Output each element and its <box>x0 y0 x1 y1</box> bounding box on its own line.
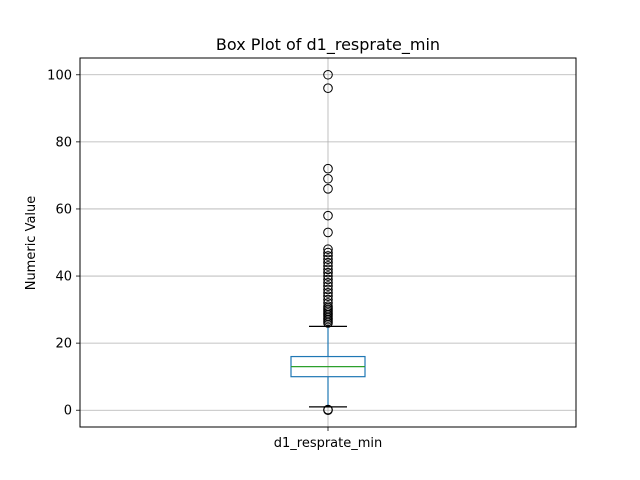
outlier-point <box>323 257 333 268</box>
y-tick-label: 0 <box>64 404 72 419</box>
outlier-point <box>323 277 333 288</box>
plot-frame <box>79 57 577 428</box>
outlier-point <box>323 404 333 415</box>
grid-lines <box>80 58 576 427</box>
y-axis-label: Numeric Value <box>24 196 39 291</box>
outlier-point <box>323 247 333 258</box>
chart-title: Box Plot of d1_resprate_min <box>216 35 440 55</box>
outlier-point <box>323 281 333 291</box>
y-tick-label: 40 <box>55 270 72 285</box>
outlier-point <box>323 83 333 93</box>
outlier-point <box>323 291 333 301</box>
y-tick-label: 60 <box>55 202 72 217</box>
outlier-point <box>323 264 333 275</box>
outlier-point <box>323 271 333 281</box>
outlier-point <box>323 288 333 298</box>
x-tick-label: d1_resprate_min <box>274 436 383 451</box>
outlier-point <box>323 184 333 194</box>
outlier-point <box>323 267 333 278</box>
y-tick-label: 20 <box>55 337 72 352</box>
outlier-point <box>323 251 333 261</box>
outlier-point <box>323 274 333 285</box>
y-tick-label: 100 <box>47 68 72 83</box>
outlier-point <box>323 298 333 308</box>
outlier-point <box>323 284 333 295</box>
outlier-point <box>323 163 333 174</box>
box-series <box>290 69 366 416</box>
outlier-point <box>323 301 333 312</box>
outlier-point <box>323 254 333 265</box>
outlier-point <box>323 227 333 238</box>
outlier-point <box>323 261 333 271</box>
outlier-point <box>323 294 333 305</box>
outlier-point <box>323 210 333 221</box>
outlier-point <box>323 173 333 184</box>
y-tick-label: 80 <box>55 135 72 150</box>
outlier-point <box>323 244 333 255</box>
outlier-point <box>323 69 333 80</box>
axis-ticks: 0 20 40 60 80 100 d1_resprate_min <box>47 68 382 451</box>
